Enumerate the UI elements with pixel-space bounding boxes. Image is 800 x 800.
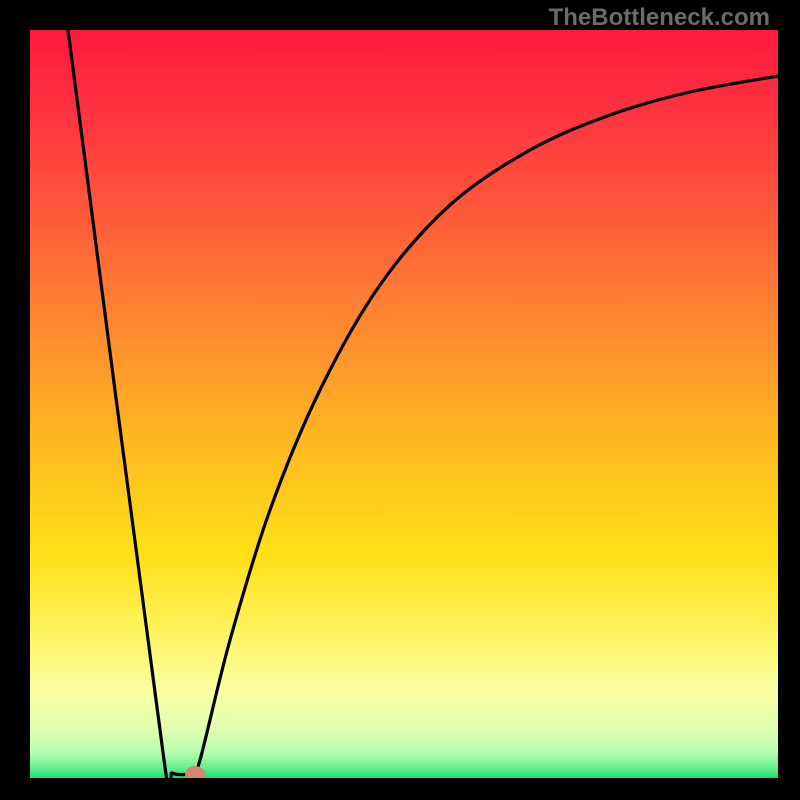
watermark-text: TheBottleneck.com [549,4,770,32]
chart-frame: TheBottleneck.com [0,0,800,800]
plot-area [30,30,778,778]
optimum-marker [185,766,205,778]
curve-layer [30,30,778,778]
bottleneck-curve [68,30,778,778]
